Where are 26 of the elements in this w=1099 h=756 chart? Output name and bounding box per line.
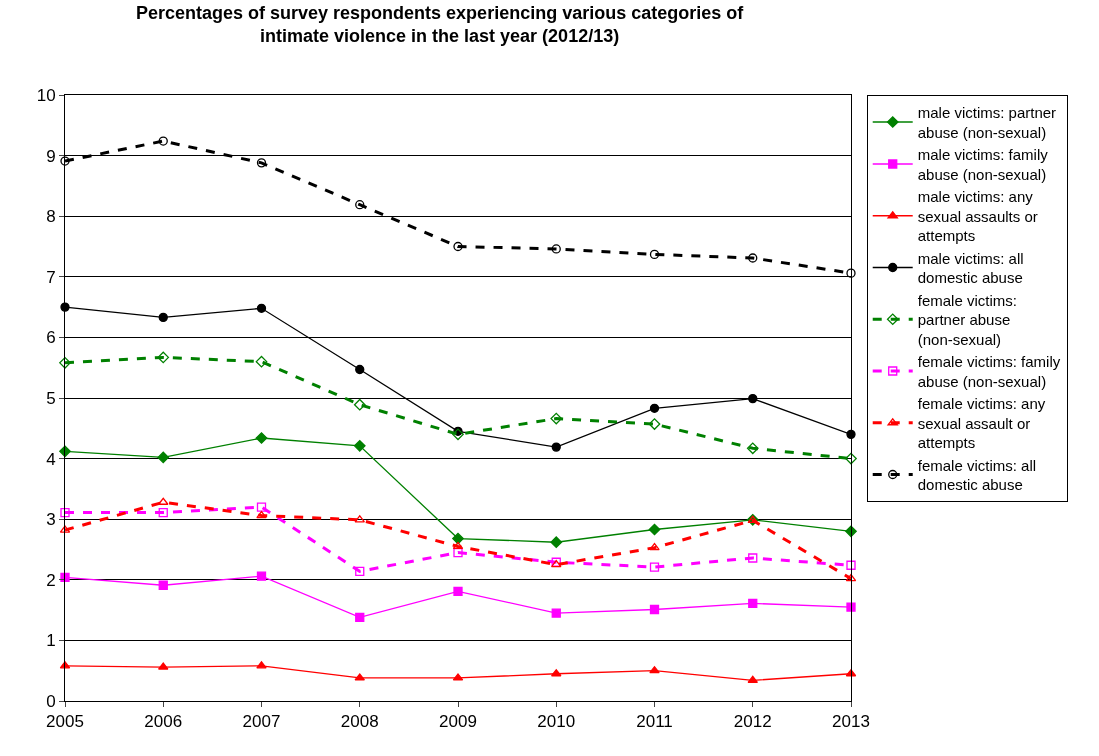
x-tick-label: 2007 [242,712,281,732]
y-tick-label: 4 [46,449,56,469]
y-tick-label: 6 [46,328,56,348]
legend-label: female victims: all domestic abuse [917,456,1037,494]
x-tick-label: 2005 [46,712,84,732]
y-tick-label: 5 [46,388,56,408]
y-tick-label: 2 [46,570,56,590]
y-tick-label: 9 [46,146,56,166]
x-tick-label: 2013 [832,712,870,732]
legend-label: male victims: partner abuse (non-sexual) [917,104,1057,141]
x-tick-label: 2009 [439,712,477,732]
legend-label: female victims: partner abuse (non-sexual) [917,291,1017,348]
y-tick-label: 0 [46,691,56,711]
legend-label: female victims: family abuse (non-sexual) [917,353,1061,390]
y-tick-label: 10 [36,85,56,105]
x-tick-label: 2012 [733,712,772,732]
x-tick-label: 2011 [636,712,673,732]
x-tick-label: 2008 [340,712,379,732]
y-tick-label: 8 [46,207,56,227]
legend-label: male victims: family abuse (non-sexual) [917,146,1049,183]
x-tick-label: 2010 [537,712,576,732]
chart-title: Percentages of survey respondents experiencing various categories of intimate violence in the last year (2012/13) [135,2,745,47]
x-tick-label: 2006 [144,712,183,732]
y-tick-label: 3 [46,510,56,530]
y-tick-label: 7 [46,267,56,287]
y-tick-label: 1 [46,631,56,651]
